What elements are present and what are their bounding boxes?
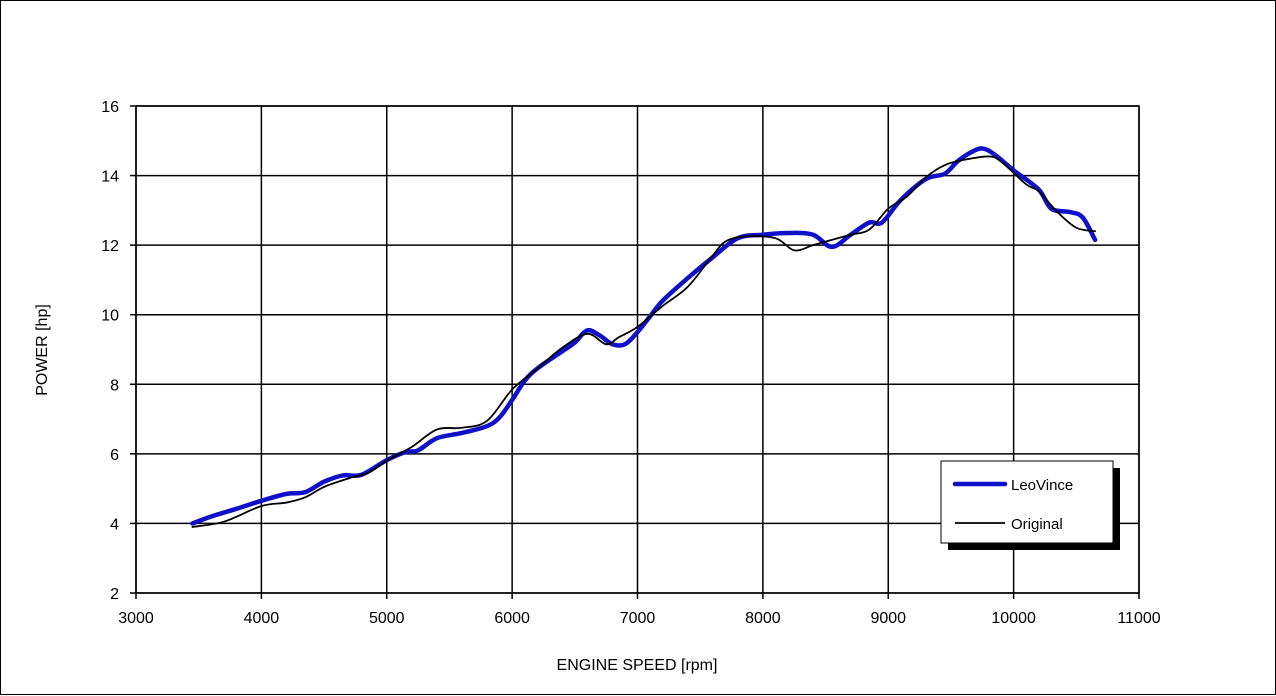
- x-tick-label: 5000: [369, 610, 405, 627]
- x-tick-label: 9000: [870, 610, 906, 627]
- legend-label-original: Original: [1011, 516, 1063, 533]
- tick-labels: 3000 4000 5000 6000 7000 8000 9000 10000 11000 2 4…: [101, 99, 1161, 627]
- legend-box: [940, 460, 1114, 544]
- series-line-original: [191, 155, 1097, 528]
- legend: LeoVince Original: [940, 460, 1120, 550]
- y-tick-label: 4: [110, 516, 119, 533]
- x-tick-label: 3000: [118, 610, 154, 627]
- y-tick-label: 10: [101, 308, 119, 325]
- x-tick-label: 8000: [745, 610, 781, 627]
- x-axis-title: ENGINE SPEED [rpm]: [557, 657, 718, 674]
- y-axis-title: POWER [hp]: [34, 304, 51, 396]
- y-tick-label: 6: [110, 447, 119, 464]
- series-lines: [190, 146, 1098, 528]
- y-tick-label: 16: [101, 99, 119, 116]
- y-tick-label: 14: [101, 169, 119, 186]
- y-tick-label: 12: [101, 238, 119, 255]
- y-tick-label: 8: [110, 377, 119, 394]
- x-tick-label: 7000: [620, 610, 656, 627]
- series-line-leovince: [190, 146, 1098, 526]
- legend-label-leovince: LeoVince: [1011, 477, 1073, 494]
- x-tick-label: 10000: [991, 610, 1036, 627]
- y-tick-label: 2: [110, 586, 119, 603]
- x-tick-label: 4000: [244, 610, 280, 627]
- x-tick-label: 6000: [494, 610, 530, 627]
- x-tick-label: 11000: [1117, 610, 1160, 627]
